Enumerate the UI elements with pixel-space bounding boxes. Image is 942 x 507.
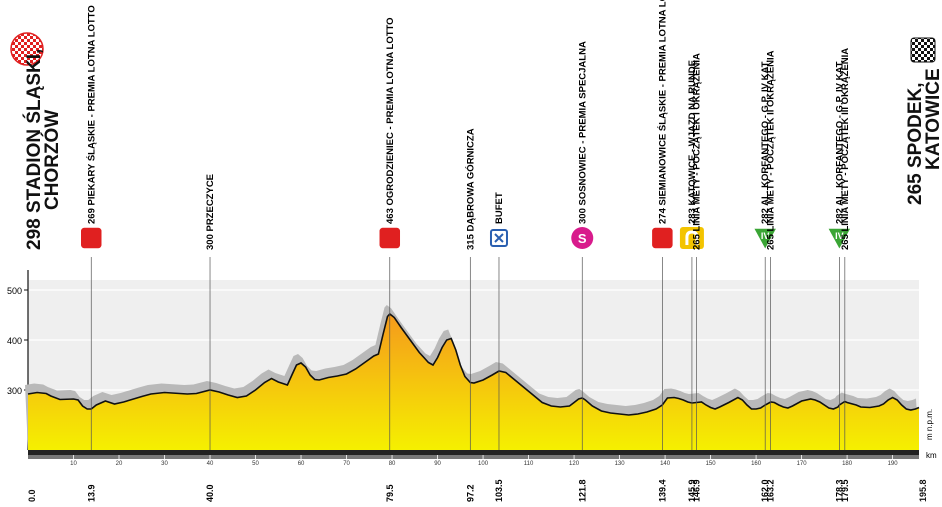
profile-line <box>27 312 920 416</box>
checkpoint-km-label: 121.8 <box>577 479 587 502</box>
checkpoint-km-label: 163.2 <box>766 479 776 502</box>
checkpoint-text: 315 DĄBROWA GÓRNICZA <box>464 128 476 250</box>
x-tick-label: 30 <box>161 461 168 467</box>
checkpoint-km-label: 139.4 <box>657 479 667 502</box>
checkpoint-text: 282 AL. KORFANTEGO - G.P. IV KAT. <box>834 60 845 224</box>
checkpoint-text: 282 AL. KORFANTEGO - G.P. IV KAT. <box>760 60 771 224</box>
x-axis-band <box>28 450 919 455</box>
finish-block: 265 SPODEK, KATOWICE <box>905 37 942 205</box>
checkpoint-km-label: 178.3 <box>834 479 844 502</box>
checkpoint-text: 300 SOSNOWIEC - PREMIA SPECJALNA <box>577 41 588 224</box>
x-tick-label: 120 <box>569 461 580 467</box>
y-tick-label: 400 <box>7 336 22 346</box>
finish-altitude: 265 <box>905 173 926 205</box>
x-tick-label: 80 <box>389 461 396 467</box>
mountain-category-icon <box>826 227 853 252</box>
checkpoint-km-label: 179.5 <box>840 479 850 502</box>
y-tick-label: 300 <box>7 386 22 396</box>
x-tick-label: 190 <box>888 461 899 467</box>
x-tick-label: 170 <box>797 461 808 467</box>
checkpoint-km-label: 145.9 <box>687 479 697 502</box>
checkpoint-km-label: 79.5 <box>385 484 395 502</box>
x-tick-label: 180 <box>842 461 853 467</box>
checkpoint-km-label: 146.9 <box>691 479 701 502</box>
checkpoint-km-label: 40.0 <box>205 484 215 502</box>
y-tick-label: 500 <box>7 286 22 296</box>
circuit-loop-shape <box>685 230 699 245</box>
x-axis-label: km <box>926 451 937 460</box>
x-tick-label: 110 <box>524 461 534 467</box>
x-tick-label: 130 <box>615 461 626 467</box>
checkpoint-text: 274 SIEMIANOWICE ŚLĄSKIE - PREMIA LOTNA … <box>656 0 668 224</box>
checkpoint-icons: S IV IV <box>79 226 853 252</box>
finish-city: KATOWICE <box>923 68 942 170</box>
start-km-label: 0.0 <box>27 489 37 502</box>
sprint-icon <box>79 226 104 250</box>
mountain-category-icon <box>751 227 779 252</box>
checkpoint-km-label: 97.2 <box>465 484 475 502</box>
x-tick-label: 10 <box>70 461 77 467</box>
checkpoint-km-label: 162.0 <box>760 479 770 502</box>
mountain-category-text: IV <box>761 231 770 241</box>
start-block: 298 STADION ŚLĄSKI, CHORZÓW <box>10 32 63 250</box>
start-city: CHORZÓW <box>41 110 63 210</box>
x-tick-label: 50 <box>252 461 259 467</box>
feed-zone-cross <box>494 233 504 243</box>
x-tick-label: 150 <box>706 461 717 467</box>
x-tick-label: 70 <box>343 461 350 467</box>
finish-km-label: 195.8 <box>918 479 928 502</box>
sprint-icon <box>378 226 402 250</box>
x-tick-label: 40 <box>207 461 214 467</box>
x-tick-label: 90 <box>434 461 441 467</box>
finish-flag-icon <box>910 37 936 63</box>
checkpoint-text: BUFET <box>494 192 505 224</box>
start-flag-icon <box>10 32 44 66</box>
y-axis-label: m n.p.m. <box>925 409 934 440</box>
start-name: STADION ŚLĄSKI, <box>23 49 45 213</box>
checkpoint-km-label: 103.5 <box>494 479 504 502</box>
checkpoint-lines <box>90 257 846 450</box>
special-sprint-icon <box>571 227 594 249</box>
start-altitude: 298 <box>24 218 45 250</box>
x-axis-strip <box>28 455 919 459</box>
checkpoint-text: 269 PIEKARY ŚLĄSKIE - PREMIA LOTNA LOTTO <box>85 5 97 224</box>
checkpoint-text: 283 KATOWICE - WJAZD NA RUNDĘ <box>687 60 698 224</box>
x-tick-label: 100 <box>478 461 489 467</box>
checkpoint-km-label: 13.9 <box>86 484 96 502</box>
start-altitude-label: 298 STADION ŚLĄSKI, <box>23 49 45 250</box>
checkpoint-text: 300 PRZECZYCE <box>205 174 216 250</box>
mountain-category-text: IV <box>835 231 844 241</box>
x-axis-ticks: 10 20 30 40 50 60 70 80 90 100 110 120 130 140 150 160 1… <box>70 455 898 467</box>
checkpoint-text: 265 LINIA METY - POCZĄTEK II OKRĄŻENIA <box>766 50 777 250</box>
sprint-icon <box>650 226 675 250</box>
checkpoint-text: 265 LINIA METY - POCZĄTEK I OKRĄŻENIA <box>691 53 702 250</box>
checkpoint-km-labels: 13.9 40.0 79.5 97.2 103.5 121.8 139.4 145.9146.… <box>86 479 850 502</box>
y-axis: 300 400 500 <box>7 270 29 450</box>
x-tick-label: 160 <box>751 461 762 467</box>
checkpoint-texts: 269 PIEKARY ŚLĄSKIE - PREMIA LOTNA LOTTO… <box>85 0 851 250</box>
checkpoint-text: 463 OGRODZIENIEC - PREMIA LOTNA LOTTO <box>385 17 396 224</box>
x-tick-label: 60 <box>298 461 305 467</box>
finish-name: SPODEK, <box>905 82 926 168</box>
special-sprint-icon-letter: S <box>578 231 587 246</box>
x-tick-label: 20 <box>116 461 123 467</box>
checkpoint-text: 265 LINIA METY - POCZĄTEK III OKRĄŻENIA <box>840 48 851 250</box>
x-tick-label: 140 <box>660 461 671 467</box>
finish-altitude-label: 265 SPODEK, <box>905 82 926 205</box>
